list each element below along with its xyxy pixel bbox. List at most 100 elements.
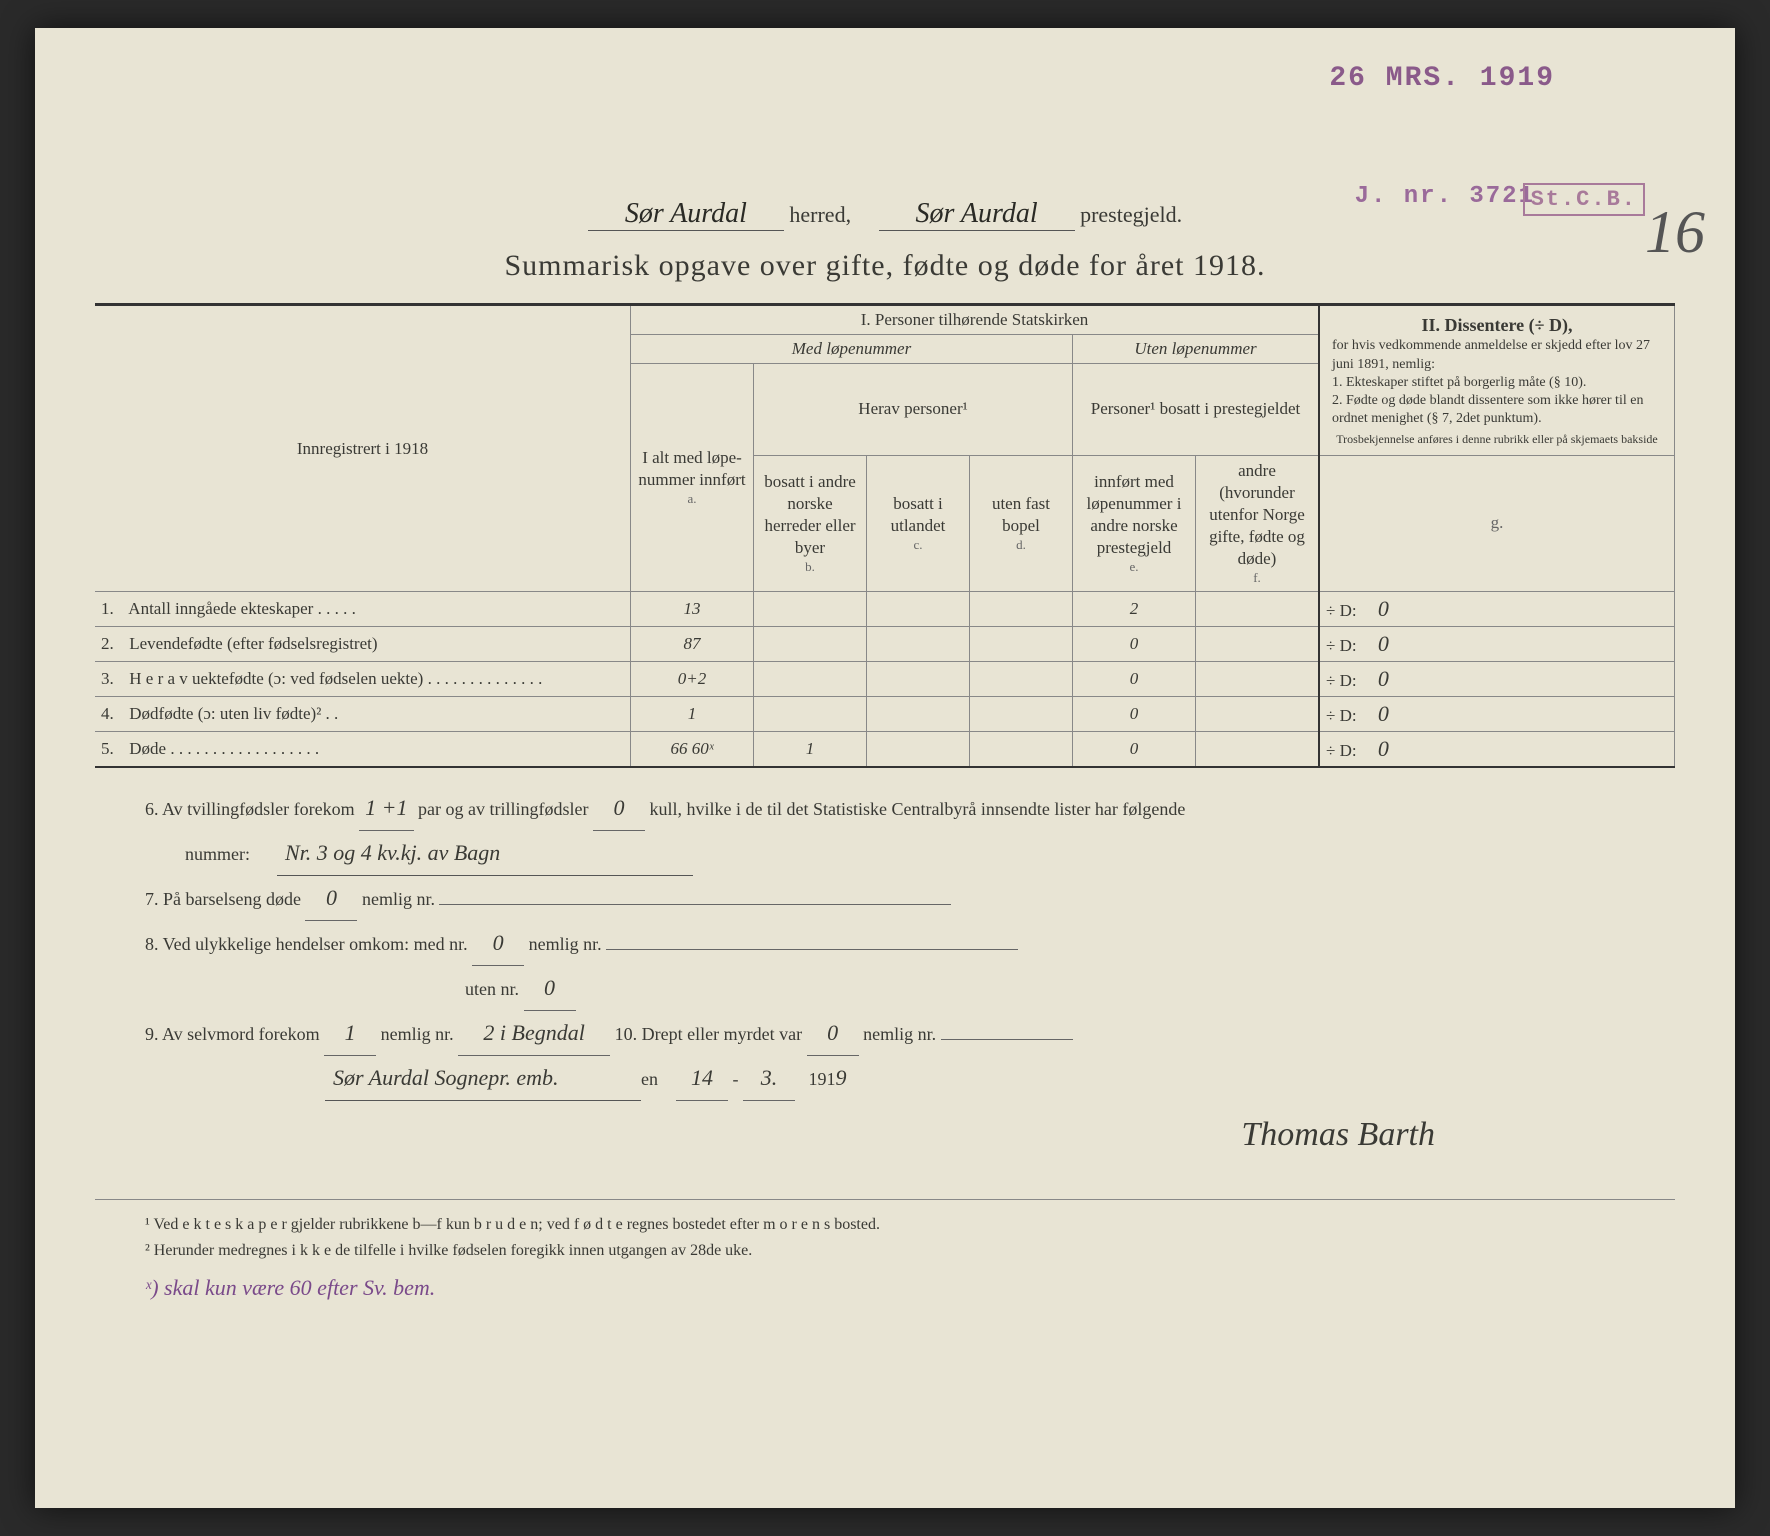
dissentere-title: II. Dissentere (÷ D), [1332,314,1662,337]
table-row: 5. Døde . . . . . . . . . . . . . . . . … [95,732,1675,768]
header-col-e: innført med løpenummer i andre norske pr… [1073,455,1196,591]
place-value: Sør Aurdal Sognepr. emb. [325,1056,641,1101]
cell-b [754,592,867,627]
line-8b: uten nr. 0 [145,966,1635,1011]
date-year: 9 [836,1065,847,1090]
table-row: 3. H e r a v uektefødte (ɔ: ved fødselen… [95,662,1675,697]
cell-g: ÷ D: 0 [1319,592,1675,627]
signature-line: Thomas Barth [145,1101,1635,1169]
cell-c [867,627,970,662]
line-6b: nummer: Nr. 3 og 4 kv.kj. av Bagn [145,831,1635,876]
prestegjeld-label: prestegjeld. [1080,202,1182,227]
cell-b [754,697,867,732]
header-uten-lopenummer: Uten løpenummer [1073,335,1320,364]
cell-b [754,627,867,662]
diss-item-2: 2. Fødte og døde blandt dissentere som i… [1332,392,1662,428]
table-row: 1. Antall inngåede ekteskaper . . . . .1… [95,592,1675,627]
cell-a: 13 [631,592,754,627]
cell-g: ÷ D: 0 [1319,662,1675,697]
main-table: Innregistrert i 1918 I. Personer tilhøre… [95,303,1675,768]
bottom-section: 6. Av tvillingfødsler forekom 1 +1 par o… [95,786,1675,1169]
line9-value-3: 0 [807,1011,859,1056]
handwritten-purple-note: ˣ) skal kun være 60 efter Sv. bem. [95,1275,1675,1301]
cell-e: 2 [1073,592,1196,627]
line7-value: 0 [305,876,357,921]
header-personer-bosatt: Personer¹ bosatt i prestegjeldet [1073,364,1320,456]
table-row: 2. Levendefødte (efter fødselsregistret)… [95,627,1675,662]
line-9: 9. Av selvmord forekom 1 nemlig nr. 2 i … [145,1011,1635,1056]
line6-value: Nr. 3 og 4 kv.kj. av Bagn [277,831,693,876]
line9-value-2: 2 i Begndal [458,1011,610,1056]
place-date-line: Sør Aurdal Sognepr. emb.en 14 - 3. 1919 [145,1056,1635,1101]
footnote-1: ¹ Ved e k t e s k a p e r gjelder rubrik… [145,1212,1675,1238]
stamp-stcb: St.C.B. [1523,183,1645,216]
document-title: Summarisk opgave over gifte, fødte og dø… [95,249,1675,283]
cell-f [1196,697,1320,732]
triplets-value: 0 [593,786,645,831]
cell-e: 0 [1073,627,1196,662]
line8-value-1: 0 [472,921,524,966]
cell-e: 0 [1073,732,1196,768]
footnotes: ¹ Ved e k t e s k a p e r gjelder rubrik… [95,1199,1675,1263]
row-label: 3. H e r a v uektefødte (ɔ: ved fødselen… [95,662,631,697]
cell-f [1196,627,1320,662]
cell-g: ÷ D: 0 [1319,697,1675,732]
herred-value: Sør Aurdal [588,198,784,231]
cell-d [970,592,1073,627]
cell-a: 0+2 [631,662,754,697]
cell-c [867,732,970,768]
section-2-header: II. Dissentere (÷ D), for hvis vedkommen… [1319,305,1675,456]
twins-value: 1 +1 [359,786,413,831]
cell-c [867,662,970,697]
line-6: 6. Av tvillingfødsler forekom 1 +1 par o… [145,786,1635,831]
cell-d [970,697,1073,732]
stamp-journal-number: J. nr. 3721 [1355,183,1535,210]
row-label: 4. Dødfødte (ɔ: uten liv fødte)² . . [95,697,631,732]
footnote-2: ² Herunder medregnes i k k e de tilfelle… [145,1238,1675,1264]
cell-d [970,627,1073,662]
cell-f [1196,662,1320,697]
cell-d [970,662,1073,697]
header-col-a: I alt med løpe-nummer innført a. [631,364,754,592]
page-number: 16 [1645,198,1705,267]
row-label: 1. Antall inngåede ekteskaper . . . . . [95,592,631,627]
cell-b: 1 [754,732,867,768]
line9-value-1: 1 [324,1011,376,1056]
diss-text: for hvis vedkommende anmeldelse er skjed… [1332,337,1662,373]
header-med-lopenummer: Med løpenummer [631,335,1073,364]
cell-c [867,697,970,732]
section-1-header: I. Personer tilhørende Statskirken [631,305,1320,335]
diss-note: Trosbekjennelse anføres i denne rubrikk … [1332,432,1662,446]
cell-d [970,732,1073,768]
header-registered: Innregistrert i 1918 [95,305,631,592]
header-col-g: g. [1319,455,1675,591]
stamp-date: 26 MRS. 1919 [1329,63,1555,94]
cell-c [867,592,970,627]
header-col-f: andre (hvorunder utenfor Norge gifte, fø… [1196,455,1320,591]
document-page: 26 MRS. 1919 J. nr. 3721 St.C.B. 16 Sør … [35,28,1735,1508]
table-row: 4. Dødfødte (ɔ: uten liv fødte)² . .1 0 ÷ … [95,697,1675,732]
line8-value-2: 0 [524,966,576,1011]
cell-e: 0 [1073,697,1196,732]
cell-f [1196,732,1320,768]
header-col-b: bosatt i andre norske herreder eller bye… [754,455,867,591]
cell-a: 1 [631,697,754,732]
cell-b [754,662,867,697]
prestegjeld-value: Sør Aurdal [879,198,1075,231]
header-col-d: uten fast bopeld. [970,455,1073,591]
header-col-c: bosatt i utlandetc. [867,455,970,591]
row-label: 2. Levendefødte (efter fødselsregistret) [95,627,631,662]
cell-g: ÷ D: 0 [1319,732,1675,768]
diss-item-1: 1. Ekteskaper stiftet på borgerlig måte … [1332,374,1662,392]
date-day: 14 [676,1056,728,1101]
cell-a: 87 [631,627,754,662]
cell-g: ÷ D: 0 [1319,627,1675,662]
cell-a: 66 60ˣ [631,732,754,768]
row-label: 5. Døde . . . . . . . . . . . . . . . . … [95,732,631,768]
herred-label: herred, [789,202,851,227]
header-herav: Herav personer¹ [754,364,1073,456]
line-7: 7. På barselseng døde 0 nemlig nr. [145,876,1635,921]
signature: Thomas Barth [1241,1116,1435,1153]
cell-e: 0 [1073,662,1196,697]
date-month: 3. [743,1056,795,1101]
